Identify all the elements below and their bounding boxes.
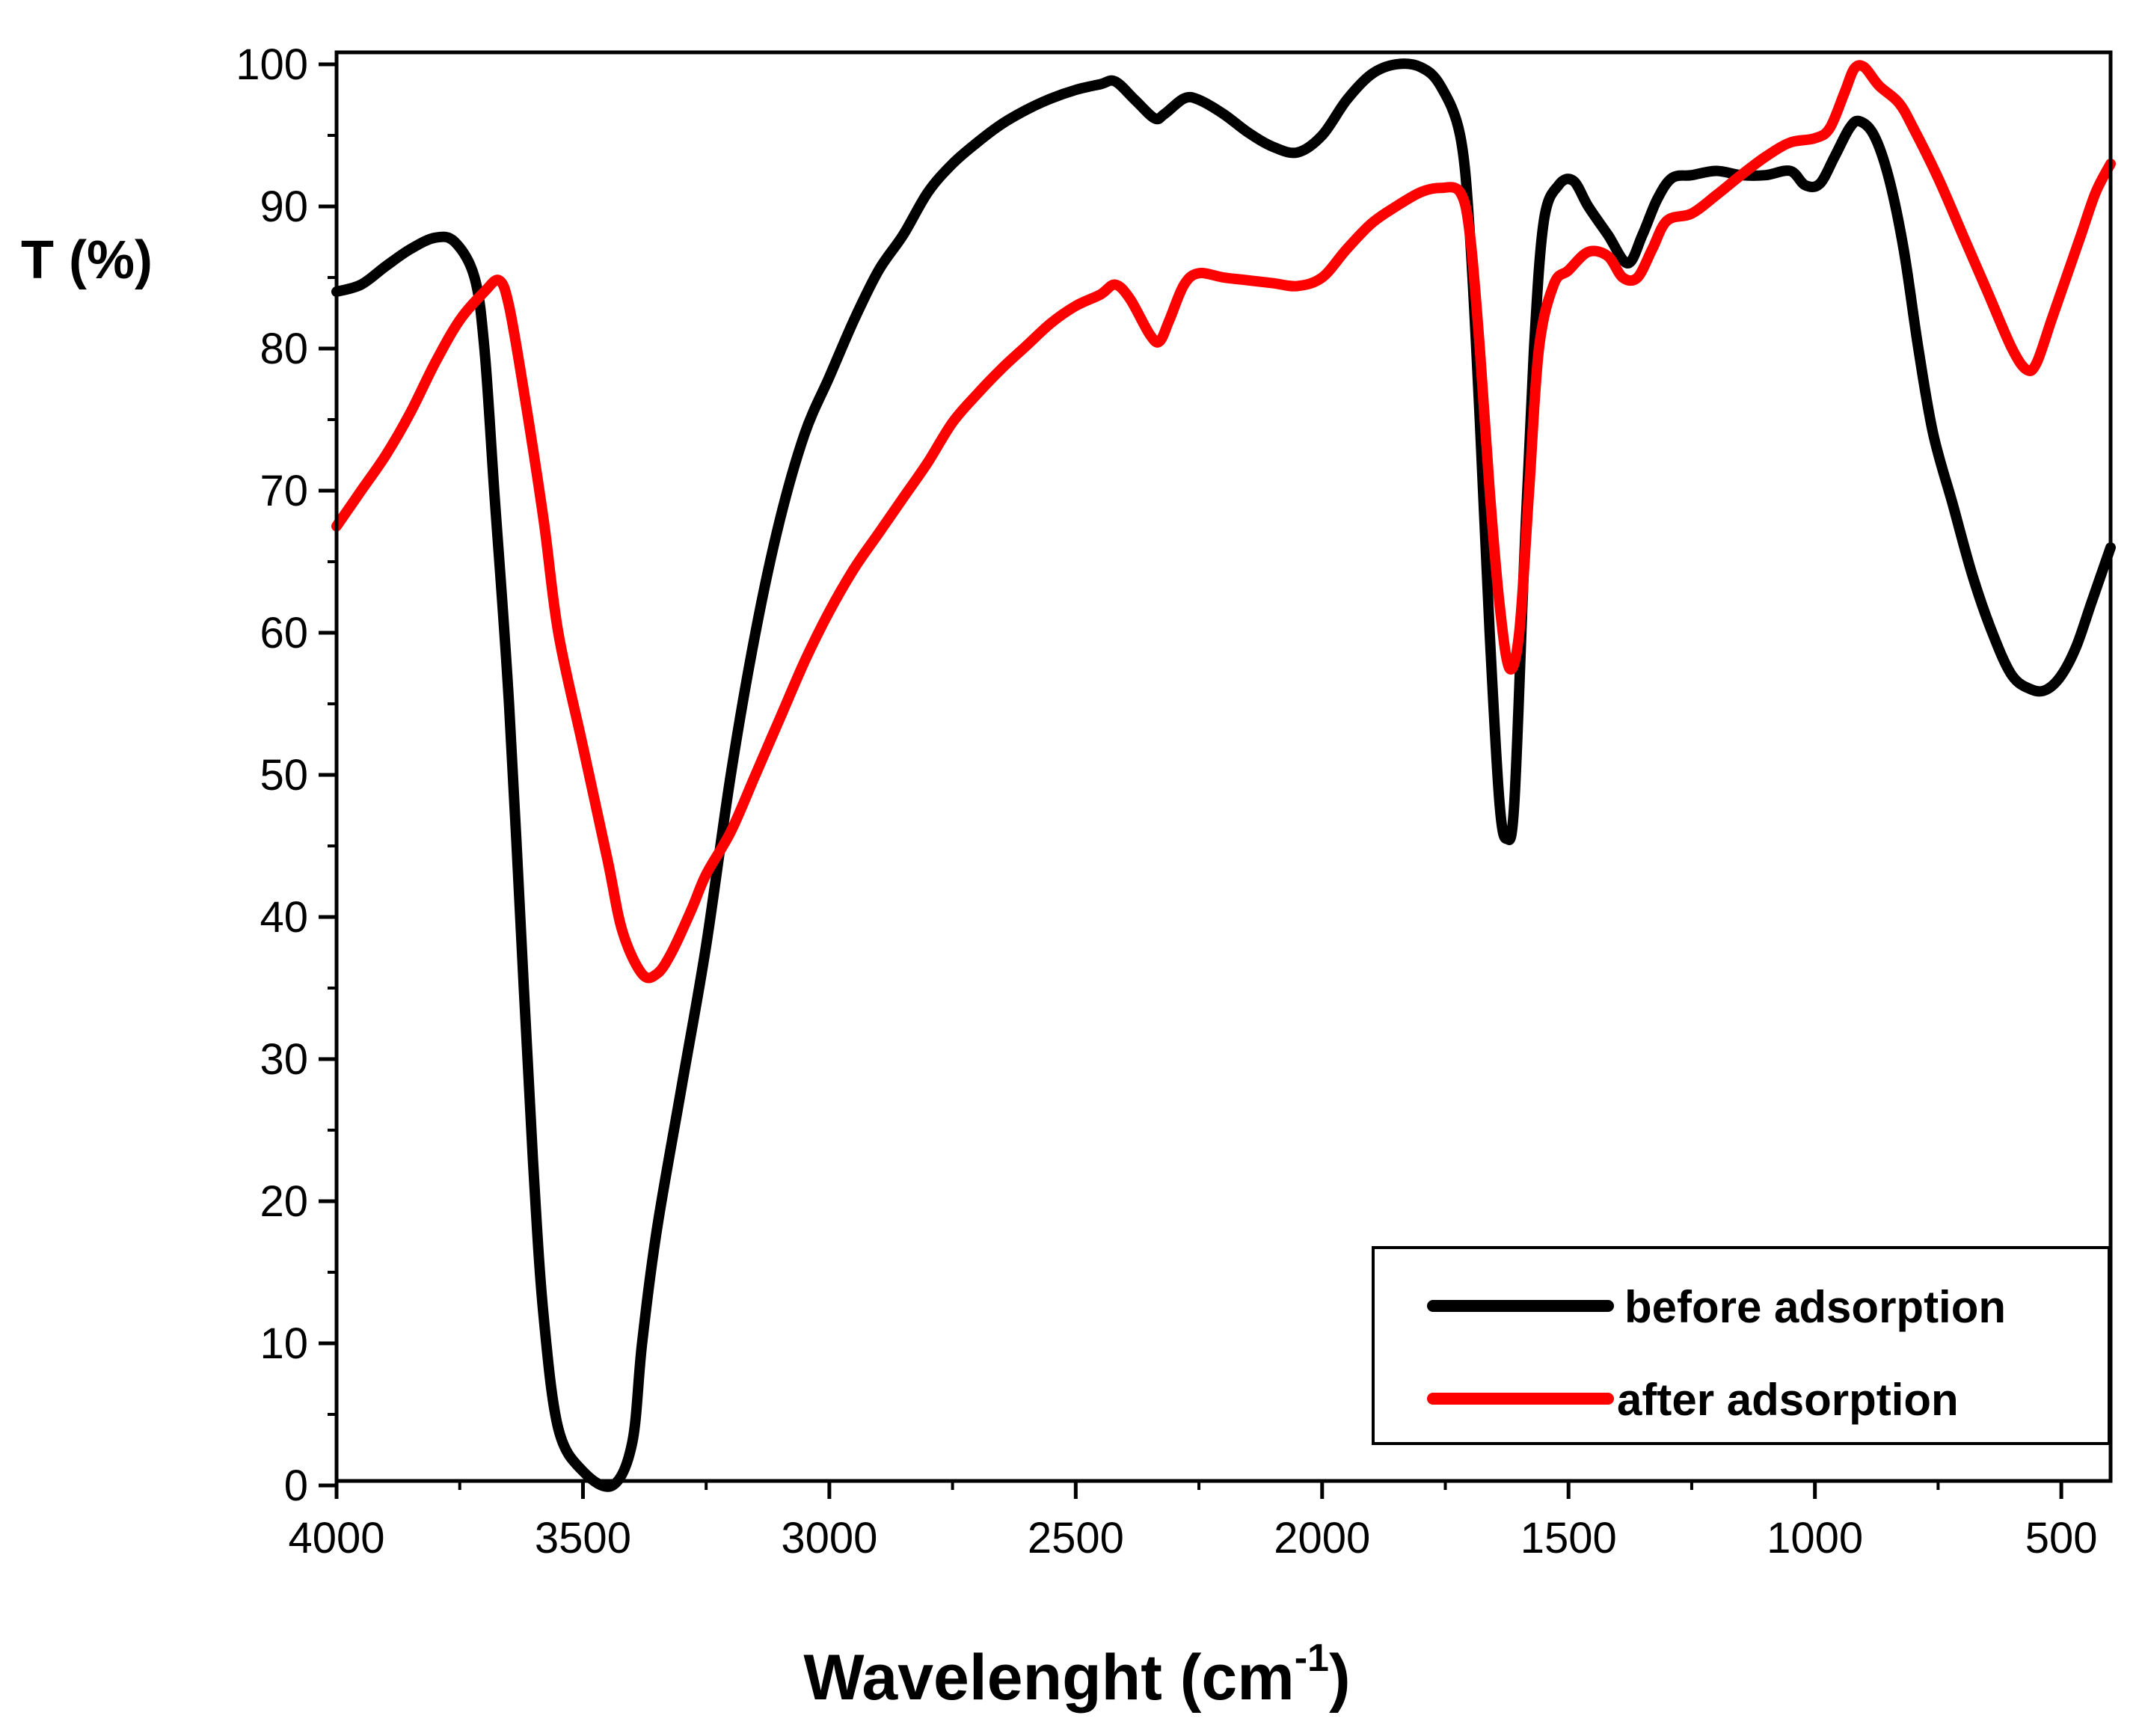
axis-ticks: 0 10 20 30 40 50 60 70 80 90 100 4000 3500 3000 2500 20… (236, 40, 2097, 1562)
x-tick-label: 1500 (1520, 1514, 1617, 1562)
y-tick-label: 100 (236, 40, 308, 89)
series-line-after-adsorption (331, 60, 2116, 984)
y-tick-label: 80 (260, 325, 308, 373)
x-tick-label: 2000 (1274, 1514, 1370, 1562)
x-axis-label-superscript: -1 (1295, 1637, 1329, 1680)
y-tick-label: 40 (260, 893, 308, 942)
legend: before adsorption after adsorption (1372, 1246, 2111, 1445)
y-tick-label: 10 (260, 1319, 308, 1368)
x-axis-label-close: ) (1329, 1642, 1351, 1714)
x-tick-label: 1000 (1767, 1514, 1863, 1562)
legend-label-before-adsorption: before adsorption (1624, 1282, 2006, 1332)
x-axis-label: Wavelenght (cm-1) (803, 1637, 1350, 1714)
y-tick-label: 30 (260, 1035, 308, 1084)
x-tick-label: 3500 (535, 1514, 631, 1562)
x-tick-label: 4000 (288, 1514, 384, 1562)
y-tick-label: 60 (260, 609, 308, 657)
x-axis-label-text: Wavelenght (cm (803, 1642, 1294, 1714)
x-tick-label: 500 (2025, 1514, 2098, 1562)
legend-label-after-adsorption: after adsorption (1617, 1375, 1959, 1425)
y-tick-label: 0 (284, 1462, 308, 1510)
x-tick-label: 3000 (781, 1514, 877, 1562)
y-tick-label: 70 (260, 467, 308, 515)
series-layer (331, 58, 2116, 1492)
y-tick-label: 50 (260, 751, 308, 800)
legend-box (1372, 1246, 2111, 1445)
y-tick-label: 90 (260, 183, 308, 231)
y-tick-label: 20 (260, 1177, 308, 1226)
x-tick-label: 2500 (1028, 1514, 1124, 1562)
plot-frame (334, 50, 2113, 1483)
y-axis-label: T (%) (21, 230, 153, 290)
series-line-before-adsorption (331, 58, 2116, 1492)
